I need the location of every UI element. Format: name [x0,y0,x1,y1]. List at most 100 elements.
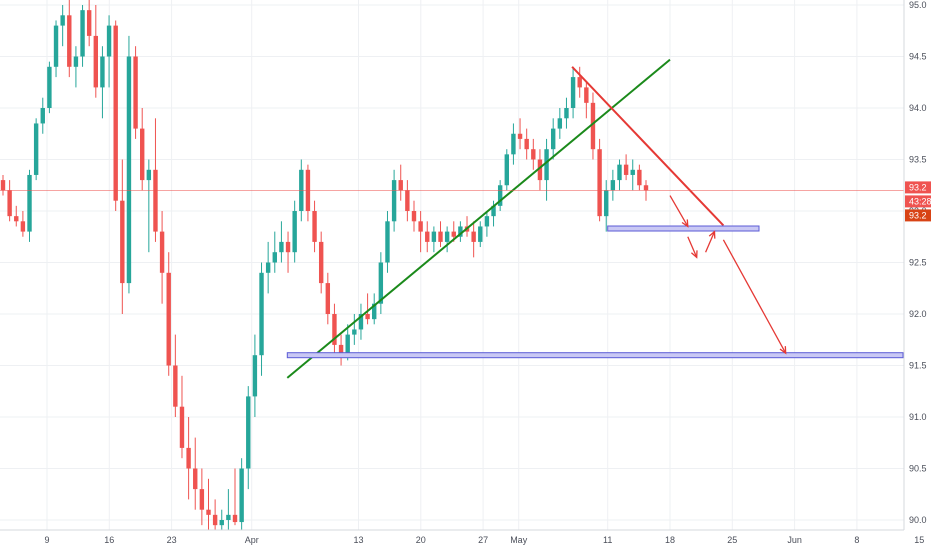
x-tick-label: 20 [416,535,426,545]
candle [146,159,152,253]
price-badges: 93.2 43:28 93.2 [905,181,932,222]
candle-body [80,10,85,57]
y-tick-label: 91.0 [909,412,927,422]
candle-body [391,180,397,222]
candle-body [246,396,251,469]
time-axis-bg[interactable] [0,530,932,550]
y-tick-label: 93.5 [909,155,927,165]
candle [584,82,589,119]
x-tick-label: 16 [104,535,114,545]
candle [524,128,529,160]
candle-body [623,164,629,175]
candle-body [279,241,284,253]
candle-body [318,241,324,284]
chart-grid [0,0,920,530]
candle-body [7,190,12,217]
candle-body [570,77,576,108]
support-zone[interactable] [607,225,760,232]
candle-body [325,283,331,314]
candle-body [484,216,490,227]
x-tick-label: May [510,535,528,545]
candle-body [67,15,72,67]
candle [27,169,32,242]
candle [352,314,357,345]
candle-body [265,262,271,273]
candle-body [378,262,384,304]
candle-body [431,231,437,242]
x-tick-label: 9 [44,535,49,545]
candle-body [27,174,32,232]
candle-body [385,221,390,263]
candle-body [478,226,483,242]
candle-body [451,231,456,237]
projection-arrow[interactable] [705,230,716,253]
candle-body [511,133,516,155]
x-tick-label: 11 [603,535,612,545]
candle-body [444,231,450,242]
candle-body [40,108,45,124]
candle [590,92,596,160]
candle-body [153,169,158,232]
candle-body [610,180,616,191]
candle-body [425,231,430,242]
candle [126,35,132,294]
candle-body [604,190,609,217]
support-zone[interactable] [286,352,904,359]
candle-body [113,25,118,201]
candle-body [93,35,99,88]
candle [86,0,92,47]
price-badge [905,181,931,194]
arrow-shaft [722,239,787,354]
candle-body [365,314,370,320]
candle [272,231,277,273]
time-axis[interactable]: 9 16 23 Apr 13 20 27 May 11 18 25 Jun 8 15 [44,535,924,545]
candle [405,180,410,222]
price-badge [905,209,931,222]
red-trendline[interactable] [571,66,725,227]
candle [544,138,549,201]
y-tick-label: 92.0 [909,309,927,319]
x-tick-label: Apr [245,535,259,545]
candle [338,334,344,366]
candle-body [398,180,403,191]
chart-drawings[interactable] [286,58,904,379]
candle [133,46,138,139]
green-trendline[interactable] [286,58,671,379]
candle [219,509,224,531]
candle-body [186,447,191,469]
price-axis-bg[interactable] [904,0,932,530]
candle-body [106,25,112,57]
candle [398,164,403,201]
candle [597,138,602,222]
candle [391,169,397,232]
candle-body [517,133,523,139]
candle [431,226,437,253]
projection-arrow[interactable] [669,195,689,228]
price-badge-label: 43:28 [909,196,932,206]
candle [557,108,563,139]
candle-body [206,509,211,515]
candle [425,221,430,253]
candle-body [173,365,178,407]
candle-body [405,190,410,211]
projection-arrow[interactable] [722,239,787,355]
candle-body [332,314,337,345]
candle-body [166,272,171,366]
candle-body [86,10,92,36]
candle [604,180,609,232]
candle-body [33,123,39,175]
arrow-head [708,230,716,239]
candle [504,149,509,191]
candle [93,5,99,98]
arrow-head [681,219,689,228]
candle-body [47,66,52,108]
candle-body [358,314,364,330]
arrow-head [779,346,787,355]
candle-body [584,87,589,103]
x-tick-label: 25 [727,535,737,545]
projection-arrow[interactable] [687,236,698,259]
candle [153,118,158,242]
candle [47,61,52,114]
arrow-shaft [687,236,698,258]
